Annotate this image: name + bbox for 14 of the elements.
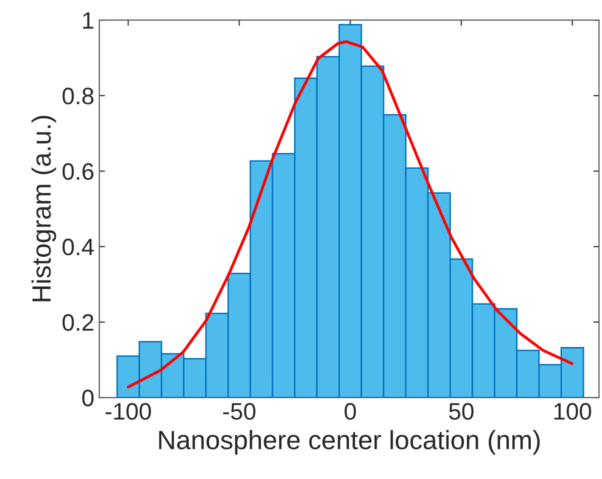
x-tick-label: 100 <box>554 403 592 420</box>
y-tick-label: 0.4 <box>62 238 94 256</box>
y-tick-label: 0.2 <box>62 314 94 331</box>
y-tick-label: 0 <box>82 390 94 406</box>
y-tick-label: 0.8 <box>62 88 94 104</box>
x-tick-label: -100 <box>106 403 151 420</box>
y-tick-label: 1 <box>83 12 94 29</box>
x-axis-title: Nanosphere center location (nm) <box>159 430 540 455</box>
x-tick-label: 50 <box>449 403 474 420</box>
x-tick-label: 0 <box>344 403 356 420</box>
y-axis-title: Histogram (a.u.) <box>31 116 56 302</box>
x-tick-label: -50 <box>223 403 256 420</box>
line-series <box>126 40 574 388</box>
y-tick-label: 0.6 <box>62 163 94 180</box>
